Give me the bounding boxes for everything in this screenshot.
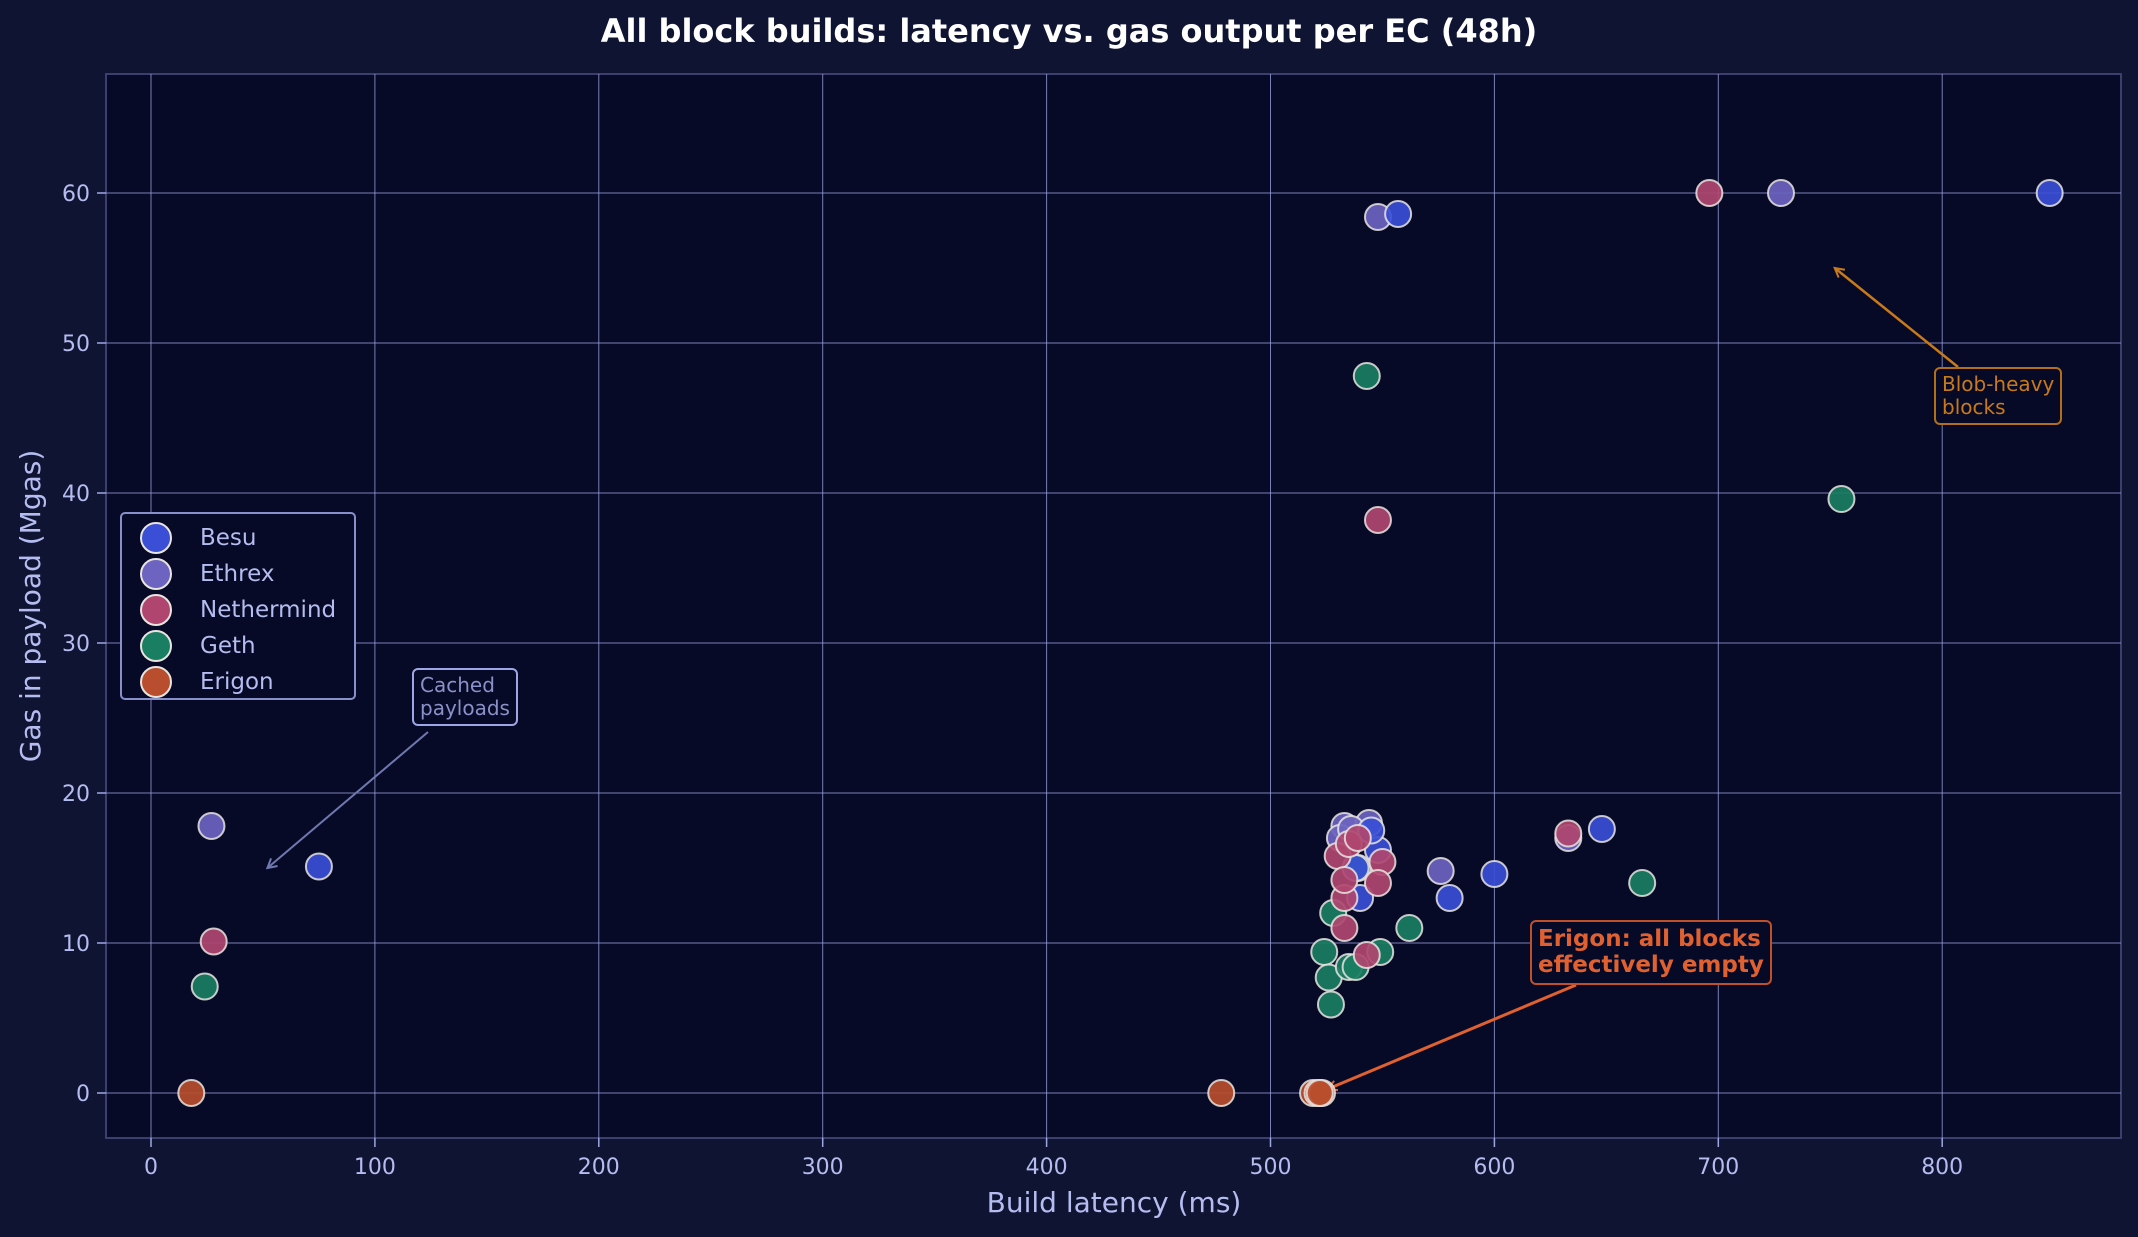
annotation-line: Cached [420, 673, 495, 697]
legend-item-geth: Geth [122, 628, 354, 664]
annotation-line: effectively empty [1538, 952, 1764, 979]
legend-item-besu: Besu [122, 520, 354, 556]
data-point-geth [1395, 914, 1424, 942]
x-tick-label: 300 [802, 1155, 844, 1180]
data-point-besu [1587, 815, 1616, 843]
legend-item-nethermind: Nethermind [122, 592, 354, 628]
annotation-line: blocks [1942, 395, 2006, 419]
legend-marker-erigon [140, 666, 172, 698]
x-tick-label: 100 [354, 1155, 396, 1180]
data-point-nethermind [1343, 824, 1372, 852]
x-tick-label: 700 [1697, 1155, 1739, 1180]
legend-marker-ethrex [140, 558, 172, 590]
annotation-arrows [267, 268, 1959, 1089]
legend-marker-besu [140, 522, 172, 554]
x-tick-label: 500 [1250, 1155, 1292, 1180]
data-points [177, 179, 2064, 1107]
legend-marker-nethermind [140, 594, 172, 626]
annotation-cached-payloads: Cached payloads [412, 668, 518, 726]
y-tick-label: 30 [62, 632, 90, 657]
annotation-line: payloads [420, 696, 510, 720]
y-tick-label: 60 [62, 182, 90, 207]
legend-marker-geth [140, 630, 172, 662]
data-point-ethrex [1766, 179, 1795, 207]
x-axis-label: Build latency (ms) [987, 1186, 1242, 1219]
legend-label: Ethrex [200, 561, 275, 587]
data-point-nethermind [1363, 506, 1392, 534]
legend-item-ethrex: Ethrex [122, 556, 354, 592]
data-point-ethrex [1426, 857, 1455, 885]
x-tick-label: 400 [1026, 1155, 1068, 1180]
annotation-blob-heavy: Blob-heavy blocks [1934, 367, 2063, 425]
data-point-geth [1352, 362, 1381, 390]
data-point-erigon [1305, 1079, 1334, 1107]
legend-label: Erigon [200, 669, 274, 695]
y-tick-label: 50 [62, 332, 90, 357]
legend-label: Geth [200, 633, 256, 659]
legend-label: Nethermind [200, 597, 337, 623]
legend-item-erigon: Erigon [122, 664, 354, 700]
y-axis-label: Gas in payload (Mgas) [14, 450, 47, 763]
y-tick-label: 10 [62, 932, 90, 957]
data-point-besu [2035, 179, 2064, 207]
data-point-erigon [1207, 1079, 1236, 1107]
data-point-geth [190, 972, 219, 1001]
data-point-besu [1384, 200, 1413, 228]
y-tick-label: 40 [62, 482, 90, 507]
legend-label: Besu [200, 525, 257, 551]
data-point-nethermind [1695, 179, 1724, 207]
data-point-nethermind [1352, 941, 1381, 969]
data-point-erigon [177, 1079, 206, 1107]
annotation-line: Erigon: all blocks [1538, 926, 1761, 952]
y-tick-label: 0 [76, 1082, 90, 1107]
grid-lines [106, 74, 2121, 1138]
x-tick-label: 600 [1473, 1155, 1515, 1180]
data-point-besu [1480, 860, 1509, 888]
data-point-geth [1316, 990, 1345, 1019]
data-point-besu [1435, 884, 1464, 912]
data-point-nethermind [1330, 914, 1359, 942]
x-tick-label: 0 [144, 1155, 158, 1180]
y-tick-label: 20 [62, 782, 90, 807]
legend: Besu Ethrex Nethermind Geth Erigon [120, 512, 356, 700]
data-point-ethrex [197, 812, 226, 840]
x-tick-label: 200 [578, 1155, 620, 1180]
data-point-nethermind [199, 927, 228, 956]
data-point-geth [1310, 938, 1339, 966]
data-point-nethermind [1554, 819, 1583, 848]
data-point-besu [304, 852, 333, 881]
data-point-geth [1827, 485, 1856, 513]
axis-ticks: 0 100 200 300 400 500 600 700 800 0 10 20 30 40 50 60 [62, 182, 1963, 1180]
data-point-nethermind [1363, 869, 1392, 897]
chart-title: All block builds: latency vs. gas output… [600, 12, 1538, 50]
x-tick-label: 800 [1921, 1155, 1963, 1180]
data-point-nethermind [1330, 866, 1359, 894]
data-point-geth [1628, 869, 1657, 897]
plot-area [105, 73, 2122, 1139]
annotation-erigon-empty: Erigon: all blocks effectively empty [1530, 920, 1772, 985]
annotation-line: Blob-heavy [1942, 372, 2055, 396]
